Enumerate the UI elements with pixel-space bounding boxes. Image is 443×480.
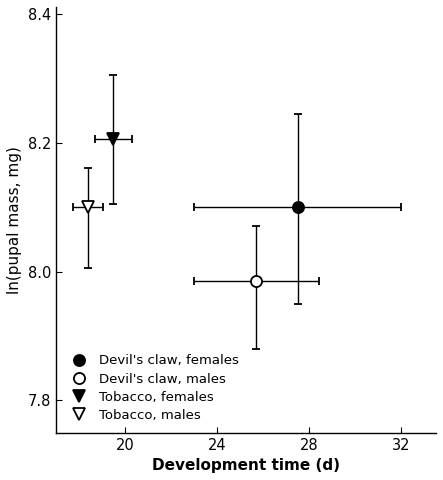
Y-axis label: ln(pupal mass, mg): ln(pupal mass, mg) [7,146,22,294]
X-axis label: Development time (d): Development time (d) [152,458,340,473]
Legend: Devil's claw, females, Devil's claw, males, Tobacco, females, Tobacco, males: Devil's claw, females, Devil's claw, mal… [62,350,243,426]
